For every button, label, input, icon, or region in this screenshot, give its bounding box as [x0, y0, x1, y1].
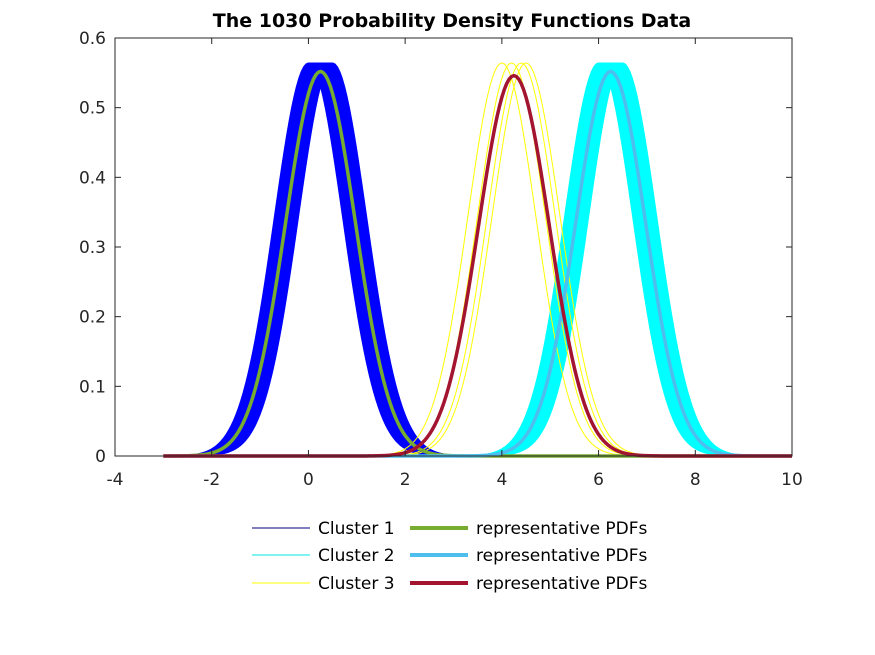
legend-representative-2-label: representative PDFs	[476, 546, 648, 566]
y-tick-label: 0.5	[79, 99, 106, 119]
y-tick-label: 0.1	[79, 377, 106, 397]
legend-cluster-2-label: Cluster 2	[318, 546, 395, 566]
y-axis: 0 0.1 0.2 0.3 0.4 0.5 0.6	[79, 29, 792, 467]
x-tick-label: -4	[107, 470, 124, 490]
y-tick-label: 0.2	[79, 308, 106, 328]
legend: Cluster 1 Cluster 2 Cluster 3 representativ…	[248, 509, 660, 601]
x-tick-label: 4	[496, 470, 507, 490]
series-layer	[163, 62, 792, 458]
y-tick-label: 0.4	[79, 168, 106, 188]
chart-title: The 1030 Probability Density Functions D…	[213, 10, 692, 32]
axes-box	[114, 37, 793, 457]
x-tick-label: 0	[303, 470, 314, 490]
x-tick-label: 2	[400, 470, 411, 490]
x-tick-label: 8	[690, 470, 701, 490]
x-axis: -4 -2 0 2 4 6 8 10	[107, 38, 803, 490]
y-tick-label: 0.3	[79, 238, 106, 258]
legend-representative-1-label: representative PDFs	[476, 519, 648, 539]
legend-cluster-1-label: Cluster 1	[318, 519, 395, 539]
legend-cluster-3-label: Cluster 3	[318, 574, 395, 594]
plot-area: -4 -2 0 2 4 6 8 10 0 0.1 0.2 0.3 0.4 0.5 0.6	[79, 29, 803, 490]
y-tick-label: 0	[95, 447, 106, 467]
cluster-1-curve	[163, 62, 792, 457]
y-tick-label: 0.6	[79, 29, 106, 49]
x-tick-label: 10	[781, 470, 803, 490]
legend-representative-3-label: representative PDFs	[476, 574, 648, 594]
x-tick-label: -2	[203, 470, 220, 490]
x-tick-label: 6	[593, 470, 604, 490]
